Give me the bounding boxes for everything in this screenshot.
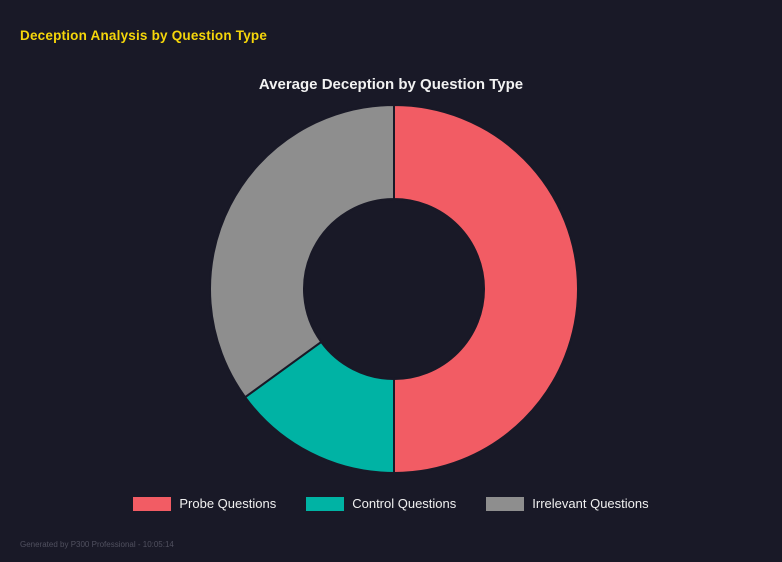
legend-swatch-irrelevant bbox=[486, 496, 525, 511]
legend-swatch-control bbox=[306, 496, 345, 511]
legend-item-irrelevant[interactable]: Irrelevant Questions bbox=[486, 496, 649, 511]
chart-legend: Probe Questions Control Questions Irrele… bbox=[0, 496, 782, 511]
legend-item-control[interactable]: Control Questions bbox=[306, 496, 456, 511]
donut-segment-0[interactable] bbox=[393, 103, 579, 475]
legend-label-control: Control Questions bbox=[352, 496, 457, 511]
legend-item-probe[interactable]: Probe Questions bbox=[133, 496, 276, 511]
page-title: Deception Analysis by Question Type bbox=[20, 28, 268, 43]
chart-title: Average Deception by Question Type bbox=[258, 76, 524, 93]
donut-segment-1[interactable] bbox=[243, 340, 395, 475]
donut-chart[interactable] bbox=[194, 89, 594, 489]
legend-label-irrelevant: Irrelevant Questions bbox=[532, 496, 649, 511]
footer-text: Generated by P300 Professional - 10:05:1… bbox=[20, 540, 174, 549]
legend-label-probe: Probe Questions bbox=[179, 496, 277, 511]
donut-segment-2[interactable] bbox=[209, 103, 395, 399]
legend-swatch-probe bbox=[133, 496, 172, 511]
